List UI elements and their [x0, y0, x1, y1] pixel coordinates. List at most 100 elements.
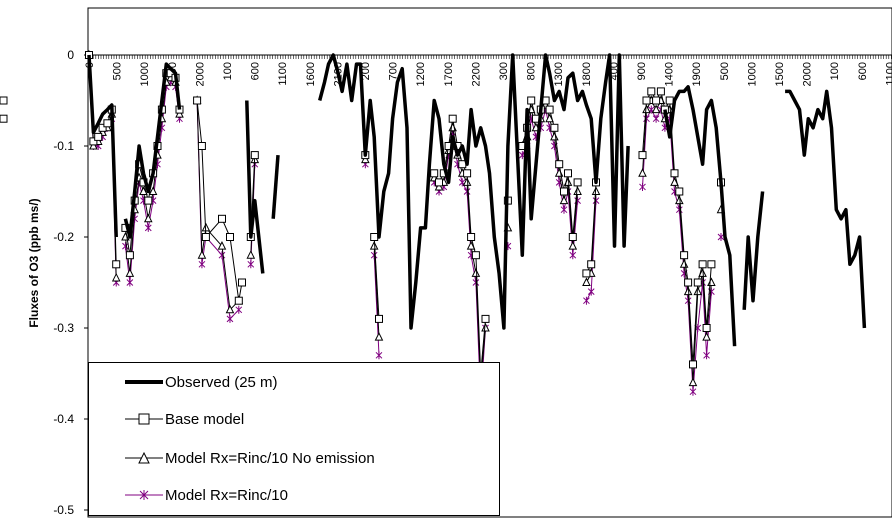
- data-point-square: [435, 178, 443, 187]
- data-point-star: [587, 287, 595, 296]
- legend: Observed (25 m) Base model Model Rx=Rinc…: [88, 362, 500, 516]
- series-line: [318, 53, 630, 330]
- data-point-triangle: [148, 186, 158, 195]
- x-tick-label: 1900: [691, 62, 703, 86]
- series-line: [271, 154, 280, 219]
- data-point-square: [680, 251, 689, 260]
- legend-item-base: Base model: [125, 408, 244, 430]
- series-line: [373, 236, 380, 319]
- legend-swatch-base: [125, 413, 163, 425]
- data-point-square: [684, 278, 693, 287]
- data-point-square: [375, 314, 383, 323]
- data-point-square: [144, 196, 153, 205]
- data-point-square: [638, 151, 647, 160]
- y-tick-label: 0: [67, 48, 74, 62]
- data-point-square: [652, 96, 661, 105]
- data-point-square: [582, 269, 591, 278]
- data-point-triangle: [638, 168, 647, 177]
- y-tick-label: -0.5: [53, 503, 74, 517]
- data-point-square: [545, 105, 554, 114]
- y-tick-label: -0.3: [53, 321, 74, 335]
- data-point-square: [430, 169, 439, 178]
- series-layer: [0, 51, 867, 405]
- data-point-square: [0, 96, 8, 105]
- series-line: [245, 100, 265, 274]
- x-tick-label: 600: [250, 62, 262, 80]
- x-tick-label: 2000: [802, 62, 814, 86]
- legend-item-noemission: Model Rx=Rinc/10 No emission: [125, 447, 375, 469]
- data-point-triangle: [111, 272, 121, 282]
- data-point-triangle: [466, 240, 476, 250]
- data-point-triangle: [197, 250, 207, 259]
- data-point-square: [112, 260, 121, 269]
- data-point-square: [698, 260, 707, 269]
- y-tick-label: -0.1: [53, 139, 74, 153]
- data-point-square: [675, 187, 684, 196]
- series-observed-25-m-: [87, 53, 867, 347]
- data-point-star: [717, 233, 725, 241]
- y-ticks: 0 -0.1 -0.2 -0.3 -0.4 -0.5: [53, 48, 88, 517]
- data-point-triangle: [545, 113, 554, 123]
- data-point-triangle: [225, 304, 235, 314]
- data-point-triangle: [559, 195, 569, 205]
- data-point-square: [238, 278, 246, 287]
- data-point-square: [89, 137, 98, 146]
- x-tick-label: 100: [222, 62, 234, 80]
- data-point-triangle: [361, 154, 370, 164]
- x-tick-label: 1500: [774, 62, 786, 86]
- data-point-square: [226, 233, 234, 241]
- legend-swatch-observed: [125, 380, 163, 384]
- data-point-square: [564, 169, 572, 178]
- data-point-star: [689, 387, 697, 396]
- data-point-square: [665, 96, 674, 105]
- data-point-star: [218, 251, 226, 260]
- data-point-square: [98, 123, 107, 132]
- data-point-square: [193, 96, 202, 105]
- data-point-square: [568, 233, 577, 241]
- x-tick-label: 2200: [470, 62, 482, 86]
- data-point-star: [122, 242, 129, 251]
- data-point-square: [94, 132, 103, 141]
- y-axis-label: Fluxes of O3 (ppb ms/): [27, 198, 41, 327]
- x-tick-label: 500: [719, 62, 731, 80]
- data-point-square: [707, 260, 716, 269]
- data-point-square: [481, 314, 490, 323]
- series-base-model: [0, 51, 725, 378]
- data-point-square: [587, 260, 596, 269]
- y-tick-label: -0.2: [53, 230, 74, 244]
- data-point-triangle: [651, 104, 661, 114]
- data-point-triangle: [139, 186, 148, 195]
- data-point-triangle: [125, 268, 135, 277]
- data-point-square: [670, 169, 679, 178]
- data-point-triangle: [573, 186, 582, 195]
- data-point-triangle: [591, 186, 601, 195]
- x-tick-label: 1700: [443, 62, 455, 86]
- data-point-square: [702, 324, 711, 332]
- data-point-square: [550, 123, 559, 132]
- data-point-star: [652, 114, 660, 123]
- data-point-square: [573, 178, 582, 187]
- legend-item-rinc: Model Rx=Rinc/10: [125, 484, 288, 506]
- data-point-triangle: [89, 140, 98, 150]
- legend-item-observed: Observed (25 m): [125, 371, 278, 393]
- data-point-square: [125, 251, 134, 260]
- data-point-triangle: [568, 240, 578, 250]
- data-point-star: [703, 351, 710, 360]
- data-point-triangle: [688, 377, 698, 387]
- data-point-square: [642, 96, 651, 105]
- x-tick-label: 1800: [581, 62, 593, 86]
- data-point-star: [247, 260, 255, 269]
- data-point-star: [235, 305, 243, 314]
- legend-label-observed: Observed (25 m): [165, 373, 278, 391]
- data-point-square: [370, 233, 379, 241]
- data-point-triangle: [675, 195, 684, 205]
- x-tick-label: 900: [636, 62, 648, 80]
- data-point-square: [689, 360, 697, 369]
- axes: [87, 54, 892, 59]
- data-point-star: [639, 182, 646, 191]
- data-point-square: [201, 233, 210, 241]
- x-tick-label: 200: [360, 62, 372, 80]
- x-tick-label: 800: [526, 62, 538, 80]
- data-point-triangle: [702, 331, 711, 341]
- x-tick-label: 100: [829, 62, 841, 80]
